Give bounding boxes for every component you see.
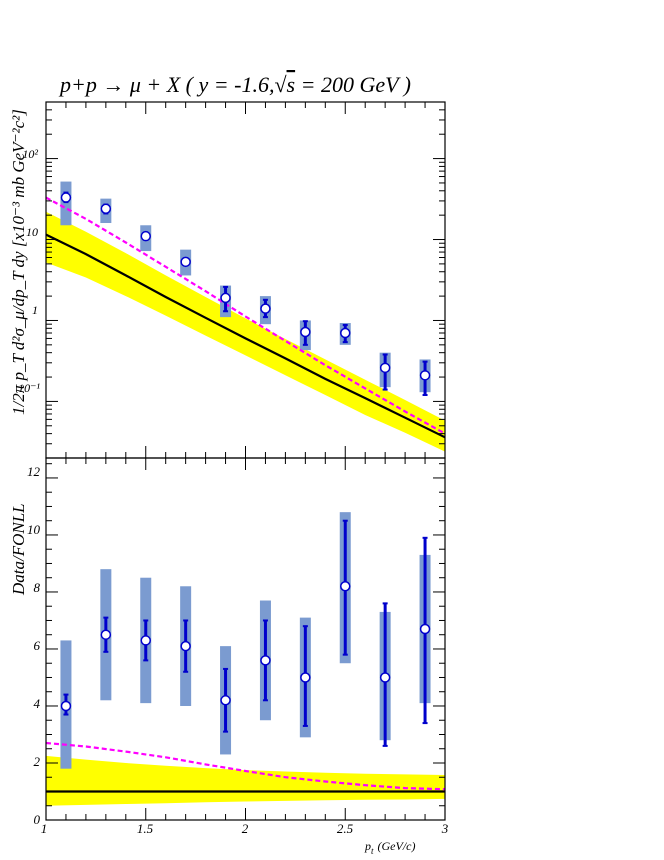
bot-data-point bbox=[100, 629, 112, 640]
top-data-point bbox=[220, 292, 231, 304]
top-y-axis-label: 1/2π p_T d²σ_μ/dp_T dy [x10⁻³ mb GeV⁻²c²… bbox=[9, 109, 28, 415]
x-axis-label-p: p bbox=[364, 839, 371, 853]
bottom-ytick-label-12: 12 bbox=[27, 464, 41, 479]
bottom-y-axis-label: Data/FONLL bbox=[9, 503, 28, 596]
title-suffix: = 200 GeV ) bbox=[295, 72, 411, 97]
bot-fonll-uncertainty-band bbox=[46, 755, 445, 806]
bottom-ytick-label-0: 0 bbox=[34, 812, 41, 827]
xtick-label-1.5: 1.5 bbox=[137, 821, 154, 836]
bottom-axis-ticks bbox=[45, 458, 446, 821]
bottom-ytick-label-8: 8 bbox=[34, 580, 41, 595]
top-ytick-label-1: 1 bbox=[32, 303, 38, 317]
x-axis-label-units: (GeV/c) bbox=[378, 839, 416, 853]
bot-data-point bbox=[340, 581, 351, 592]
bottom-syst-boxes bbox=[60, 512, 431, 769]
top-fonll-band bbox=[46, 211, 445, 452]
bottom-ytick-label-10: 10 bbox=[27, 522, 41, 537]
xtick-label-1: 1 bbox=[41, 821, 48, 836]
top-ytick-label-10: 10 bbox=[26, 225, 38, 239]
title-mid: μ + X ( y = -1.6, bbox=[124, 72, 274, 97]
x-axis-label-sub: t bbox=[371, 846, 374, 856]
top-fonll-lines bbox=[45, 196, 446, 439]
x-axis-label: pt (GeV/c) bbox=[364, 839, 416, 856]
bottom-fonll-band bbox=[46, 755, 445, 806]
xtick-label-2: 2 bbox=[242, 821, 249, 836]
bot-data-point bbox=[379, 672, 391, 683]
bot-data-point bbox=[180, 640, 191, 652]
title-s: s bbox=[287, 72, 296, 97]
bot-dashed-curve bbox=[45, 741, 446, 791]
top-data-point bbox=[100, 203, 112, 214]
top-data-point bbox=[180, 256, 191, 268]
bottom-fonll-lines bbox=[45, 741, 446, 793]
xtick-label-3: 3 bbox=[441, 821, 449, 836]
top-fonll-uncertainty-band bbox=[46, 211, 445, 452]
top-axis-ticks bbox=[45, 101, 446, 459]
top-data-point bbox=[140, 230, 151, 242]
bottom-data-points bbox=[60, 519, 431, 747]
bot-data-point bbox=[60, 700, 72, 712]
bottom-ytick-label-6: 6 bbox=[34, 638, 41, 653]
top-data-points bbox=[60, 191, 431, 397]
top-syst-box bbox=[60, 181, 72, 226]
bottom-ytick-label-4: 4 bbox=[34, 696, 41, 711]
title-sqrt: √ bbox=[274, 72, 287, 97]
top-dashed-curve bbox=[45, 196, 446, 435]
bot-data-point bbox=[220, 695, 231, 706]
top-data-point bbox=[260, 303, 271, 314]
title-prefix: p+p bbox=[58, 72, 102, 97]
top-data-point bbox=[419, 370, 431, 381]
top-data-point bbox=[379, 362, 391, 374]
bottom-ytick-label-2: 2 bbox=[34, 754, 41, 769]
top-data-point bbox=[60, 192, 72, 203]
bot-data-point bbox=[260, 655, 271, 666]
top-ytick-label-0.1: 10⁻¹ bbox=[18, 381, 40, 395]
bot-data-point bbox=[140, 635, 151, 646]
top-data-point bbox=[300, 326, 311, 338]
top-fonll-central-line bbox=[45, 233, 446, 439]
top-data-point bbox=[340, 327, 351, 339]
xtick-label-2.5: 2.5 bbox=[337, 821, 354, 836]
top-ytick-label-100: 10² bbox=[22, 147, 38, 161]
title-arrow: → bbox=[102, 72, 124, 97]
chart-title: p+p → μ + X ( y = -1.6,√s = 200 GeV ) bbox=[58, 72, 411, 97]
bot-data-point bbox=[419, 623, 431, 635]
bot-data-point bbox=[300, 672, 311, 683]
